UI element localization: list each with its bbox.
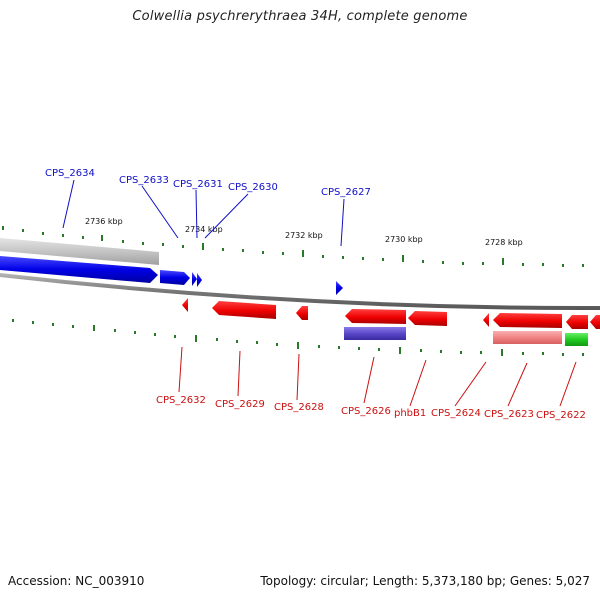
kbp-label-2732: 2732 kbp [285, 231, 323, 240]
leader-cps-2630 [204, 193, 249, 239]
gene-arrow-cps-2627[interactable] [336, 281, 343, 295]
gene-label-cps-2626[interactable]: CPS_2626 [341, 406, 391, 417]
gene-arrow-cps-2624[interactable] [483, 313, 489, 327]
gene-label-cps-2632[interactable]: CPS_2632 [156, 395, 206, 406]
gene-label-cps-2633[interactable]: CPS_2633 [119, 175, 169, 186]
top-leader-lines [62, 179, 345, 247]
gene-label-cps-2629[interactable]: CPS_2629 [215, 399, 265, 410]
gene-arrow-cps-2629[interactable] [212, 301, 276, 319]
kbp-label-2734: 2734 kbp [185, 225, 223, 234]
chromosome-backbone [0, 273, 600, 311]
leader-cps-2626 [363, 356, 375, 404]
leader-cps-2629 [237, 350, 241, 397]
rna-band-pink [493, 331, 562, 344]
gene-arrow-cps-2632[interactable] [182, 298, 188, 312]
leader-cps-2622 [559, 361, 577, 407]
leader-cps-2623 [507, 362, 528, 407]
bottom-leader-lines [178, 346, 577, 407]
rna-band-green [565, 333, 588, 346]
gene-arrow-cps-2622[interactable] [566, 315, 588, 329]
gene-label-cps-2631[interactable]: CPS_2631 [173, 179, 223, 190]
gene-arrow-cps-2623[interactable] [493, 313, 562, 328]
gene-arrow-phbb1[interactable] [408, 311, 447, 326]
gene-arrow-cps-2621[interactable] [590, 315, 600, 329]
gene-arrow-cps-2634[interactable] [0, 256, 158, 283]
leader-cps-2624 [454, 361, 487, 407]
gene-label-cps-2630[interactable]: CPS_2630 [228, 182, 278, 193]
leader-cps-2627 [340, 198, 345, 247]
leader-cps-2634 [62, 179, 75, 229]
rna-band-gray [0, 238, 159, 265]
gene-label-cps-2622[interactable]: CPS_2622 [536, 410, 586, 421]
leader-cps-2633 [141, 185, 179, 239]
topology-text: Topology: circular; Length: 5,373,180 bp… [260, 574, 590, 588]
gene-label-cps-2634[interactable]: CPS_2634 [45, 168, 95, 179]
lower-tick-row [12, 319, 584, 356]
map-title: Colwellia psychrerythraea 34H, complete … [132, 9, 468, 24]
gene-arrow-cps-2628[interactable] [296, 306, 308, 320]
leader-phbb1 [409, 359, 427, 407]
kbp-label-2730: 2730 kbp [385, 235, 423, 244]
leader-cps-2632 [178, 346, 183, 393]
kbp-label-2736: 2736 kbp [85, 217, 123, 226]
gene-label-cps-2628[interactable]: CPS_2628 [274, 402, 324, 413]
gene-arrow-cps-2631[interactable] [192, 272, 197, 286]
kbp-label-2728: 2728 kbp [485, 238, 523, 247]
gene-arrow-cps-2630[interactable] [197, 273, 202, 287]
gene-arrow-cps-2633[interactable] [160, 270, 190, 285]
gene-label-cps-2623[interactable]: CPS_2623 [484, 409, 534, 420]
gene-arrow-cps-2626[interactable] [345, 309, 406, 324]
rna-band-purple [344, 327, 406, 340]
accession-text: Accession: NC_003910 [8, 574, 145, 588]
upper-tick-row [2, 226, 584, 267]
leader-cps-2631 [195, 189, 198, 239]
leader-cps-2628 [296, 353, 300, 401]
gene-label-cps-2624[interactable]: CPS_2624 [431, 408, 481, 419]
gene-label-cps-2627[interactable]: CPS_2627 [321, 187, 371, 198]
gene-label-phbb1[interactable]: phbB1 [394, 408, 426, 419]
